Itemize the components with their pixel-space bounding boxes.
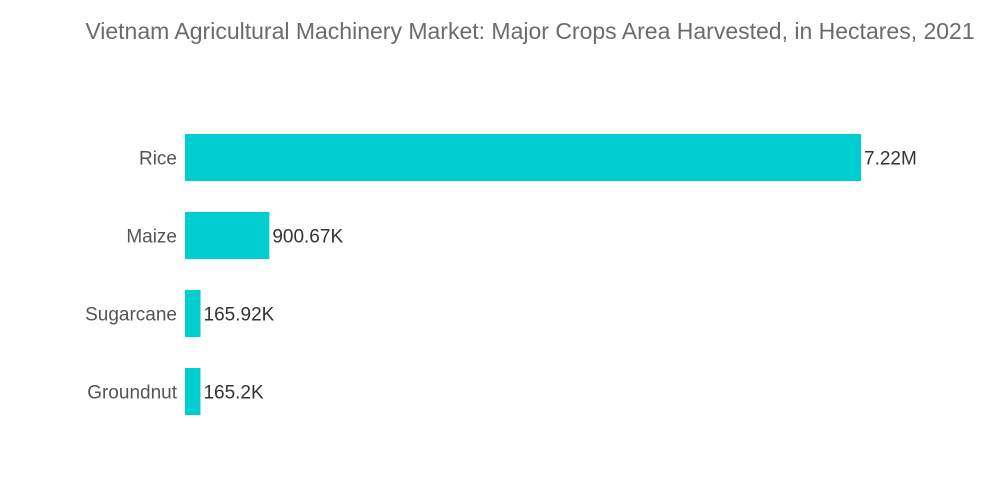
chart-title: Vietnam Agricultural Machinery Market: M… [85, 18, 975, 44]
bar-sugarcane [185, 290, 201, 337]
value-label-groundnut: 165.2K [203, 383, 264, 404]
value-label-sugarcane: 165.92K [204, 305, 275, 326]
category-label-sugarcane: Sugarcane [85, 305, 177, 326]
value-label-rice: 7.22M [864, 149, 917, 170]
category-label-rice: Rice [139, 149, 177, 170]
bar-rice [185, 134, 861, 181]
value-label-maize: 900.67K [272, 227, 343, 248]
bar-groundnut [185, 368, 201, 415]
bar-maize [185, 212, 270, 259]
category-label-maize: Maize [126, 227, 177, 248]
category-label-groundnut: Groundnut [87, 383, 178, 404]
